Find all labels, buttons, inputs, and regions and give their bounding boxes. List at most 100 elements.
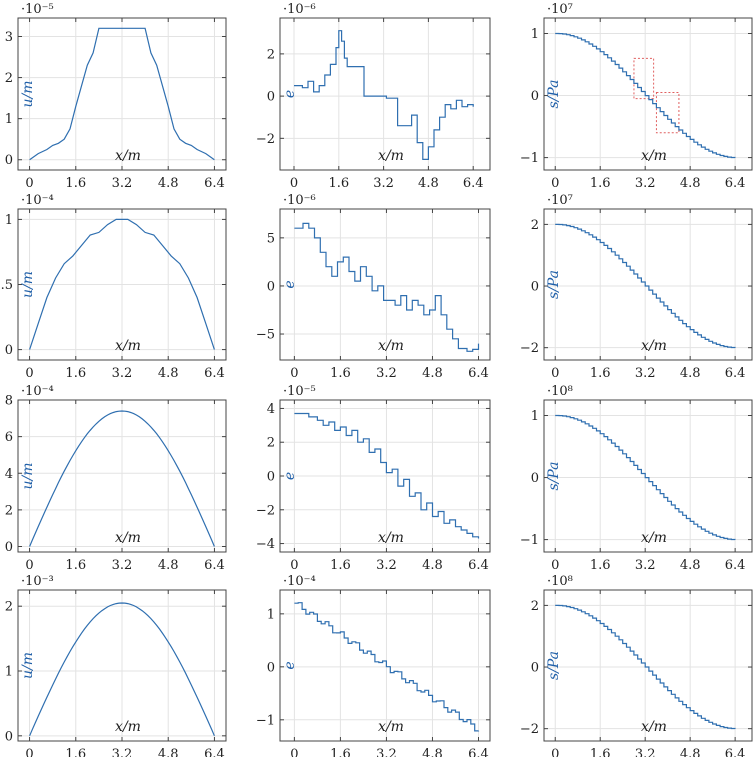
plot-frame xyxy=(279,17,491,171)
x-tick-label: 3.2 xyxy=(376,366,397,381)
axis-exponent: ·10⁻⁶ xyxy=(283,193,316,208)
plot-frame xyxy=(279,589,491,742)
x-tick-label: 3.2 xyxy=(112,176,133,191)
y-axis-label: u/m xyxy=(20,271,36,298)
y-tick-label: 2 xyxy=(267,47,275,62)
x-tick-label: 3.2 xyxy=(376,747,397,757)
y-tick-label: 2 xyxy=(5,71,13,86)
y-tick-label: 4 xyxy=(267,402,275,417)
x-axis-label: x/m xyxy=(115,530,141,546)
x-tick-label: 1.6 xyxy=(330,366,351,381)
x-tick-label: 3.2 xyxy=(635,747,656,757)
axis-exponent: ·10⁻⁴ xyxy=(21,384,54,399)
x-axis-label: x/m xyxy=(378,719,404,735)
y-tick-label: 2 xyxy=(531,599,539,614)
axis-exponent: ·10⁷ xyxy=(547,193,573,208)
axis-exponent: ·10⁻⁴ xyxy=(21,193,54,208)
y-tick-label: 2 xyxy=(267,436,275,451)
y-axis-label: e xyxy=(282,90,298,98)
x-tick-label: 4.8 xyxy=(680,747,701,757)
data-series-line xyxy=(294,30,474,160)
x-tick-label: 0 xyxy=(25,747,33,757)
x-tick-label: 0 xyxy=(290,176,298,191)
x-axis-label: x/m xyxy=(378,530,404,546)
y-axis-label: u/m xyxy=(20,462,36,489)
y-axis-label: u/m xyxy=(20,80,36,107)
data-series-line xyxy=(294,222,480,352)
y-tick-label: 1 xyxy=(5,112,13,127)
y-axis-label: s/Pa xyxy=(546,461,562,490)
y-axis-label: e xyxy=(282,661,298,669)
x-axis-label: x/m xyxy=(641,338,667,354)
x-axis-label: x/m xyxy=(378,148,404,164)
x-tick-label: 0 xyxy=(25,366,33,381)
zoom-box xyxy=(655,91,680,134)
data-series-line xyxy=(294,412,480,539)
x-axis-label: x/m xyxy=(641,148,667,164)
data-series-line xyxy=(29,27,215,161)
x-tick-label: 0 xyxy=(551,176,559,191)
x-tick-label: 0 xyxy=(551,366,559,381)
x-tick-label: 6.4 xyxy=(204,747,225,757)
x-tick-label: 4.8 xyxy=(680,558,701,573)
x-tick-label: 1.6 xyxy=(590,366,611,381)
data-series-line xyxy=(555,604,736,730)
data-series-line xyxy=(29,410,215,547)
data-series-line xyxy=(555,414,736,541)
x-axis-label: x/m xyxy=(641,719,667,735)
x-tick-label: 6.4 xyxy=(204,176,225,191)
panel-2-1: 0 1.6 3.2 4.8 6.4 0 0.5 1 ·10⁻⁴ x/m u/m xyxy=(0,193,227,381)
y-tick-label: 8 xyxy=(5,394,13,409)
x-tick-label: 1.6 xyxy=(65,747,86,757)
x-axis-label: x/m xyxy=(115,719,141,735)
x-tick-label: 6.4 xyxy=(725,176,746,191)
y-tick-label: 0.5 xyxy=(0,278,13,293)
y-tick-label: 0 xyxy=(531,661,539,676)
y-tick-label: 0 xyxy=(531,89,539,104)
x-tick-label: 6.4 xyxy=(725,366,746,381)
y-tick-label: 4 xyxy=(5,467,13,482)
y-tick-label: 0 xyxy=(267,279,275,294)
axis-exponent: ·10⁸ xyxy=(547,384,573,399)
y-tick-label: −2 xyxy=(256,503,275,518)
x-tick-label: 1.6 xyxy=(590,558,611,573)
y-tick-label: 0 xyxy=(531,471,539,486)
x-tick-label: 4.8 xyxy=(680,176,701,191)
axis-exponent: ·10⁻⁴ xyxy=(283,574,316,589)
y-tick-label: 0 xyxy=(5,153,13,168)
x-tick-label: 0 xyxy=(290,366,298,381)
x-tick-label: 6.4 xyxy=(725,558,746,573)
y-tick-label: −4 xyxy=(256,537,275,552)
x-axis-label: x/m xyxy=(115,148,141,164)
y-tick-label: 0 xyxy=(267,90,275,105)
data-series-line xyxy=(555,223,736,349)
y-tick-label: 1 xyxy=(5,665,13,680)
y-tick-label: 2 xyxy=(5,503,13,518)
x-tick-label: 6.4 xyxy=(204,366,225,381)
y-tick-label: 0 xyxy=(5,540,13,555)
data-series-line xyxy=(29,218,215,350)
panel-3-1: 0 1.6 3.2 4.8 6.4 0 2 4 6 8 ·10⁻⁴ x/m u/m xyxy=(5,384,227,573)
axis-exponent: ·10⁸ xyxy=(547,574,573,589)
x-tick-label: 1.6 xyxy=(590,747,611,757)
x-tick-label: 4.8 xyxy=(158,558,179,573)
x-tick-label: 0 xyxy=(551,558,559,573)
x-tick-label: 3.2 xyxy=(635,366,656,381)
y-tick-label: 3 xyxy=(5,30,13,45)
y-tick-label: −2 xyxy=(520,341,539,356)
panel-3-3: 0 1.6 3.2 4.8 6.4 −1 0 1 ·10⁸ x/m s/Pa xyxy=(520,384,753,573)
y-axis-label: s/Pa xyxy=(546,651,562,680)
x-tick-label: 1.6 xyxy=(330,747,351,757)
x-tick-label: 4.8 xyxy=(158,747,179,757)
plot-frame xyxy=(543,399,753,553)
y-tick-label: 2 xyxy=(5,600,13,615)
y-tick-label: 0 xyxy=(267,660,275,675)
axis-exponent: ·10⁻⁵ xyxy=(21,2,54,17)
panel-4-1: 0 1.6 3.2 4.8 6.4 0 1 2 ·10⁻³ x/m u/m xyxy=(5,574,227,757)
data-series-line xyxy=(29,602,215,737)
x-axis-label: x/m xyxy=(115,338,141,354)
x-tick-label: 0 xyxy=(25,176,33,191)
panel-3-2: 0 1.6 3.2 4.8 6.4 −4 −2 0 2 4 ·10⁻⁵ x/m e xyxy=(256,384,491,573)
x-tick-label: 3.2 xyxy=(376,558,397,573)
y-tick-label: −5 xyxy=(256,328,275,343)
